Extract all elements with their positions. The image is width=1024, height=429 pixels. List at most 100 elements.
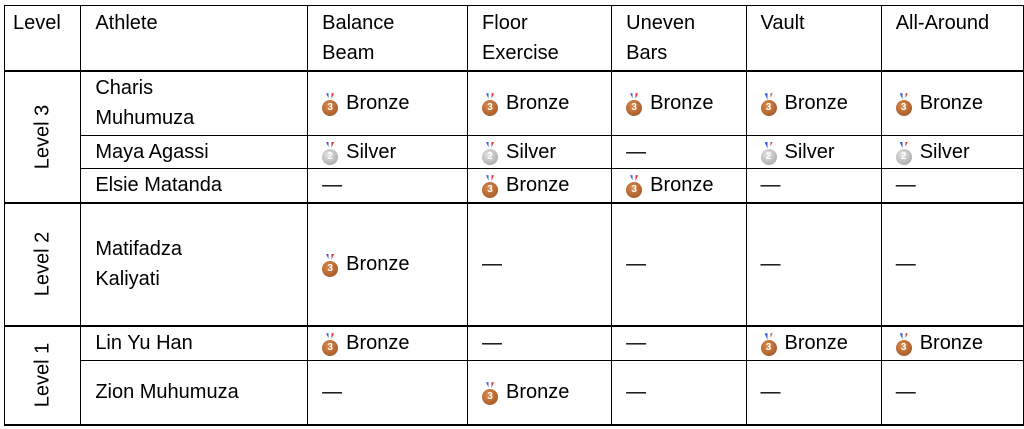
result-cell: — bbox=[307, 360, 469, 426]
column-header: All-Around bbox=[880, 5, 1024, 72]
athlete-name: Charis Muhumuza bbox=[80, 70, 309, 136]
result-text: Bronze bbox=[784, 92, 848, 115]
result-text: — bbox=[322, 381, 343, 404]
bronze-medal-icon: 3 bbox=[482, 389, 499, 406]
result-text: — bbox=[895, 253, 916, 275]
silver-medal-icon: 2 bbox=[322, 149, 339, 165]
result-text: — bbox=[626, 381, 647, 404]
result-cell: 2 Silver bbox=[745, 135, 882, 169]
silver-medal-icon: 2 bbox=[760, 149, 777, 165]
athlete-name: Elsie Matanda bbox=[80, 168, 309, 204]
level-cell: Level 2 bbox=[3, 202, 82, 327]
bronze-medal-icon: 3 bbox=[482, 100, 499, 117]
table-row: Level 2 Matifadza Kaliyati 3 Bronze — — — — bbox=[3, 202, 1024, 327]
result-text: Bronze bbox=[919, 332, 984, 355]
result-cell: — bbox=[745, 202, 882, 327]
result-text: Bronze bbox=[506, 92, 570, 115]
bronze-medal-icon: 3 bbox=[626, 100, 643, 117]
bronze-medal-icon: 3 bbox=[626, 182, 643, 199]
result-text: — bbox=[626, 332, 647, 355]
table-row: Zion Muhumuza — 3 Bronze — — — bbox=[5, 360, 1024, 426]
result-text: — bbox=[760, 381, 781, 404]
medal-results-table: Level Athlete Balance Beam Floor Exercise Un… bbox=[3, 5, 1024, 426]
column-header: Uneven Bars bbox=[611, 5, 747, 72]
result-cell: 3 Bronze bbox=[880, 325, 1024, 361]
result-cell: — bbox=[611, 360, 747, 426]
result-cell: 2 Silver bbox=[880, 135, 1024, 169]
result-text: Bronze bbox=[506, 381, 570, 404]
silver-medal-icon: 2 bbox=[482, 149, 499, 165]
bronze-medal-icon: 3 bbox=[895, 340, 912, 357]
table-row: Elsie Matanda — 3 Bronze 3 Bronze — — bbox=[5, 168, 1024, 204]
result-cell: — bbox=[880, 202, 1024, 327]
table-row: Level 3 Charis Muhumuza 3 Bronze 3 Bronze 3 Bro… bbox=[3, 70, 1024, 204]
level-label: Level 1 bbox=[31, 342, 54, 408]
result-cell: — bbox=[880, 360, 1024, 426]
result-text: — bbox=[895, 381, 916, 404]
result-text: Silver bbox=[784, 141, 835, 163]
level-cell: Level 1 bbox=[3, 325, 82, 426]
athlete-name: Lin Yu Han bbox=[80, 325, 309, 361]
table-row: Level 1 Lin Yu Han 3 Bronze — — 3 Bronze 3 Bronze bbox=[3, 325, 1024, 426]
result-cell: 2 Silver bbox=[307, 135, 469, 169]
result-cell: — bbox=[611, 135, 747, 169]
column-header: Athlete bbox=[80, 5, 309, 72]
result-text: — bbox=[626, 141, 647, 163]
result-cell: — bbox=[880, 168, 1024, 204]
result-cell: 3 Bronze bbox=[467, 70, 613, 136]
column-header: Level bbox=[3, 5, 82, 72]
level-label: Level 3 bbox=[31, 104, 54, 169]
result-text: — bbox=[760, 253, 781, 275]
result-text: Bronze bbox=[650, 92, 714, 115]
column-header: Vault bbox=[745, 5, 882, 72]
result-text: Silver bbox=[346, 141, 397, 163]
bronze-medal-icon: 3 bbox=[895, 100, 912, 117]
result-text: — bbox=[895, 174, 916, 197]
result-cell: — bbox=[611, 202, 747, 327]
result-cell: 2 Silver bbox=[467, 135, 613, 169]
column-header: Floor Exercise bbox=[467, 5, 613, 72]
result-cell: — bbox=[611, 325, 747, 361]
result-cell: — bbox=[307, 168, 469, 204]
result-cell: 3 Bronze bbox=[611, 70, 747, 136]
result-text: — bbox=[760, 174, 781, 197]
result-cell: — bbox=[745, 360, 882, 426]
result-cell: 3 Bronze bbox=[307, 202, 469, 327]
result-text: Bronze bbox=[346, 92, 410, 115]
result-text: Bronze bbox=[650, 174, 714, 197]
result-cell: 3 Bronze bbox=[745, 70, 882, 136]
athlete-name: Matifadza Kaliyati bbox=[80, 202, 309, 327]
result-text: Bronze bbox=[346, 332, 410, 355]
result-text: Bronze bbox=[506, 174, 570, 197]
bronze-medal-icon: 3 bbox=[482, 182, 499, 199]
result-cell: 3 Bronze bbox=[880, 70, 1024, 136]
level-cell: Level 3 bbox=[3, 70, 82, 204]
result-cell: — bbox=[467, 325, 613, 361]
result-cell: 3 Bronze bbox=[307, 70, 469, 136]
bronze-medal-icon: 3 bbox=[322, 340, 339, 357]
result-text: — bbox=[626, 253, 647, 275]
result-text: — bbox=[322, 174, 343, 197]
athlete-name: Zion Muhumuza bbox=[80, 360, 309, 426]
level-label: Level 2 bbox=[31, 231, 54, 297]
result-cell: 3 Bronze bbox=[307, 325, 469, 361]
table-row: Maya Agassi 2 Silver 2 Silver — 2 Silver 2 Silver bbox=[5, 135, 1024, 169]
result-cell: 3 Bronze bbox=[467, 360, 613, 426]
result-cell: 3 Bronze bbox=[611, 168, 747, 204]
result-cell: 3 Bronze bbox=[745, 325, 882, 361]
result-cell: — bbox=[745, 168, 882, 204]
athlete-name: Maya Agassi bbox=[80, 135, 309, 169]
result-text: Silver bbox=[919, 141, 970, 163]
bronze-medal-icon: 3 bbox=[322, 261, 339, 277]
result-text: — bbox=[482, 332, 503, 355]
result-text: Bronze bbox=[346, 253, 410, 275]
result-text: Silver bbox=[506, 141, 557, 163]
silver-medal-icon: 2 bbox=[895, 149, 912, 165]
bronze-medal-icon: 3 bbox=[760, 340, 777, 357]
column-header: Balance Beam bbox=[307, 5, 469, 72]
bronze-medal-icon: 3 bbox=[760, 100, 777, 117]
result-cell: — bbox=[467, 202, 613, 327]
result-cell: 3 Bronze bbox=[467, 168, 613, 204]
bronze-medal-icon: 3 bbox=[322, 100, 339, 117]
result-text: — bbox=[482, 253, 503, 275]
